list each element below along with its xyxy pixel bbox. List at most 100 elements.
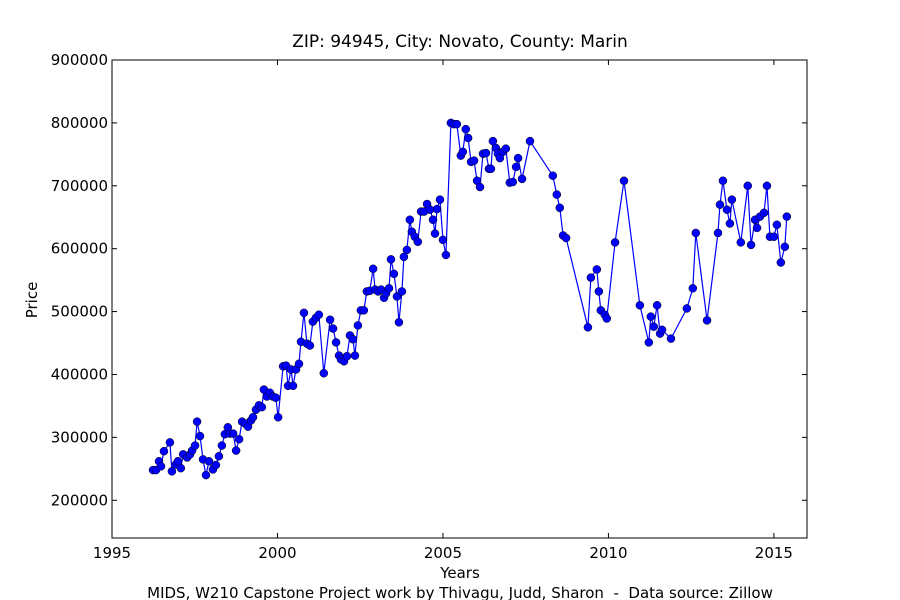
point [428, 215, 438, 225]
point [294, 359, 304, 369]
point [594, 287, 604, 296]
point [592, 265, 602, 274]
point [435, 195, 445, 204]
point [192, 417, 202, 426]
point [619, 176, 629, 186]
y-tick-label: 400000 [51, 365, 108, 383]
point [548, 171, 558, 180]
point [513, 153, 523, 163]
point [486, 164, 496, 174]
point [271, 393, 281, 402]
point [257, 402, 267, 412]
point [384, 284, 394, 293]
point [397, 287, 407, 296]
point [586, 273, 596, 282]
point [359, 306, 369, 315]
point [394, 318, 404, 327]
point [691, 228, 701, 238]
point [583, 323, 593, 332]
point [657, 325, 667, 335]
point [342, 351, 352, 361]
footer: MIDS, W210 Capstone Project work by Thiv… [147, 584, 773, 600]
point [319, 368, 329, 378]
point [328, 324, 338, 333]
point [501, 144, 511, 153]
point [666, 334, 676, 343]
point [725, 219, 735, 228]
y-tick-label: 600000 [51, 240, 108, 258]
point [165, 438, 175, 447]
point [555, 203, 565, 213]
point [452, 119, 462, 129]
x-tick-label: 1995 [93, 544, 131, 562]
point [772, 220, 782, 230]
point [561, 233, 571, 243]
point [167, 467, 177, 476]
point [702, 316, 712, 325]
point [413, 237, 423, 247]
y-tick-label: 200000 [51, 491, 108, 509]
chart-title: ZIP: 94945, City: Novato, County: Marin [292, 32, 628, 52]
x-tick-label: 2010 [589, 544, 627, 562]
y-tick-label: 700000 [51, 177, 108, 195]
point [389, 269, 399, 279]
point [475, 182, 485, 192]
point [248, 412, 258, 422]
point [635, 301, 645, 310]
point [201, 470, 211, 480]
point [204, 457, 214, 466]
y-tick-label: 500000 [51, 303, 108, 321]
point [762, 181, 772, 191]
point [776, 258, 786, 267]
point [331, 338, 341, 347]
point [432, 204, 442, 214]
point [231, 446, 241, 455]
point [350, 351, 360, 360]
point [348, 335, 358, 344]
point [214, 451, 224, 461]
point [353, 321, 363, 330]
point [508, 177, 518, 187]
point [752, 223, 762, 233]
x-tick-label: 2000 [258, 544, 296, 562]
point [190, 441, 200, 450]
point [314, 310, 324, 319]
point [644, 338, 654, 347]
point [288, 381, 298, 391]
point [649, 322, 659, 331]
point [430, 229, 440, 238]
point [463, 133, 473, 143]
point [234, 435, 244, 444]
point [780, 242, 790, 252]
point [652, 301, 662, 310]
y-tick-label: 300000 [51, 428, 108, 446]
point [469, 156, 479, 165]
point [713, 228, 723, 238]
y-tick-label: 900000 [51, 51, 108, 69]
point [228, 429, 238, 438]
point [441, 250, 451, 260]
point [402, 245, 412, 255]
point [195, 431, 205, 441]
point [273, 412, 283, 422]
x-tick-label: 2005 [424, 544, 462, 562]
point [405, 215, 415, 225]
point [461, 124, 471, 134]
point [481, 148, 491, 158]
point [325, 315, 335, 325]
point [715, 200, 725, 209]
plot-frame [111, 59, 808, 539]
point [176, 463, 186, 473]
point [688, 284, 698, 293]
point [646, 312, 656, 321]
point [386, 255, 396, 264]
point [682, 304, 692, 313]
point [722, 205, 732, 214]
point [736, 238, 746, 247]
x-tick-label: 2015 [755, 544, 793, 562]
point [610, 238, 620, 247]
x-axis-label: Years [439, 564, 480, 582]
point [718, 176, 728, 186]
